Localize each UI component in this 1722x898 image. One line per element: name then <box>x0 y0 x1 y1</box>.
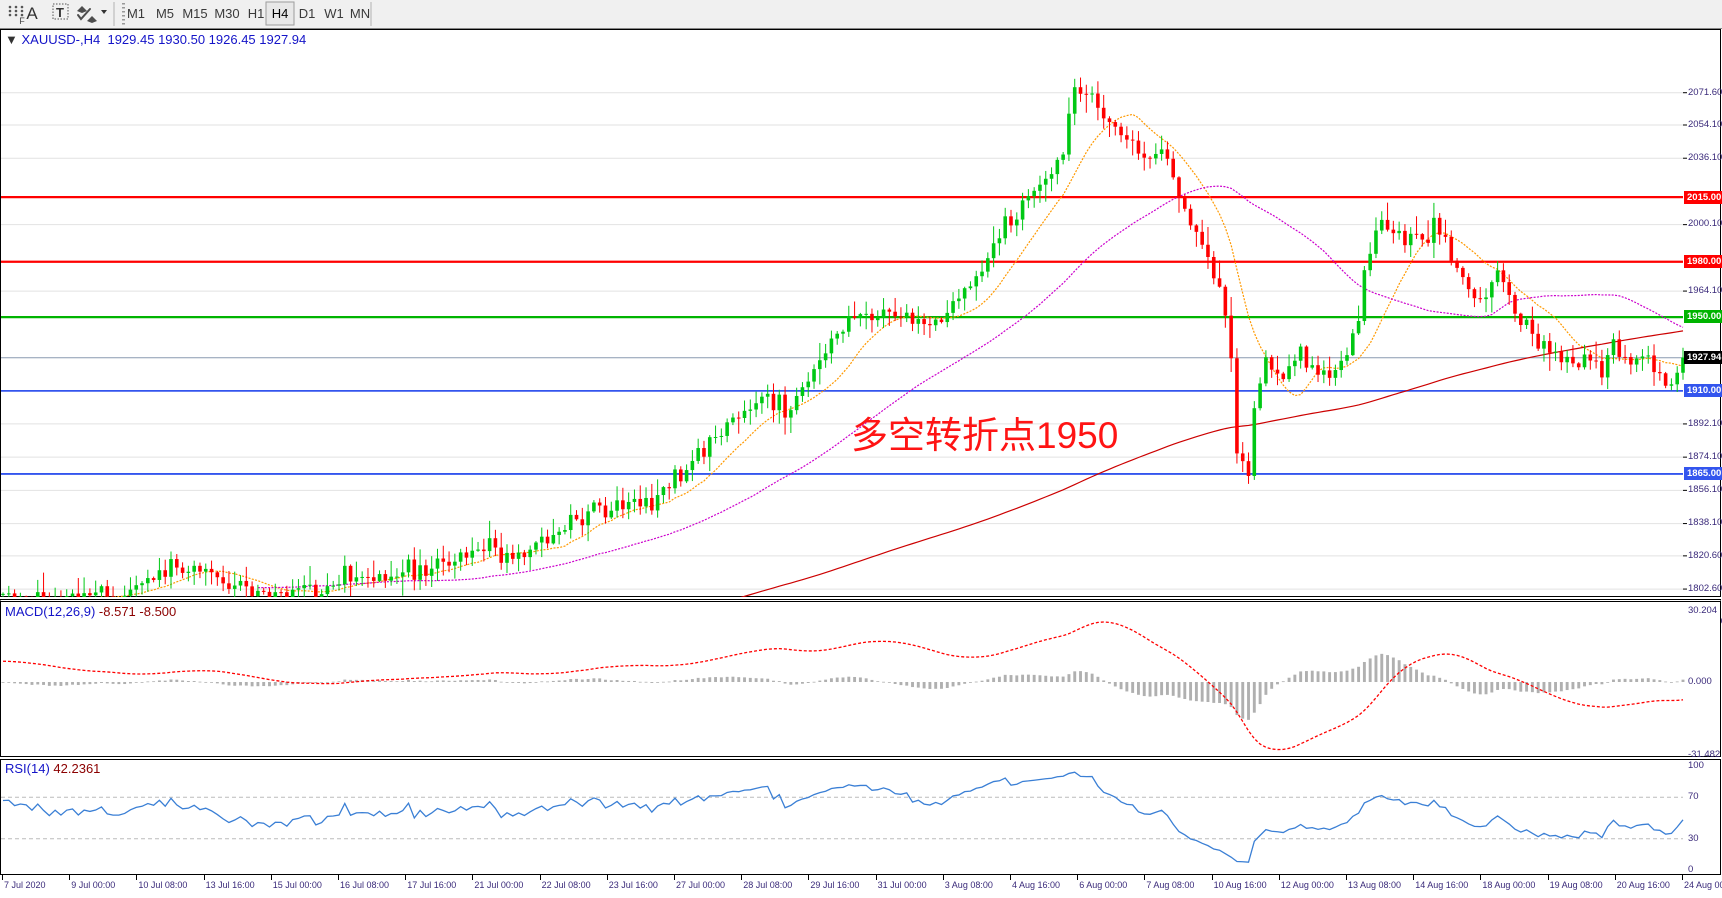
svg-text:MN: MN <box>350 6 370 21</box>
svg-text:M1: M1 <box>127 6 145 21</box>
svg-text:W1: W1 <box>324 6 344 21</box>
svg-text:D1: D1 <box>299 6 316 21</box>
svg-text:F: F <box>19 16 25 26</box>
svg-text:M5: M5 <box>156 6 174 21</box>
svg-text:M30: M30 <box>214 6 239 21</box>
svg-text:T: T <box>56 5 64 20</box>
svg-text:H1: H1 <box>248 6 265 21</box>
svg-text:H4: H4 <box>272 6 289 21</box>
svg-text:M15: M15 <box>182 6 207 21</box>
svg-text:多空转折点1950: 多空转折点1950 <box>851 415 1118 456</box>
svg-text:A: A <box>26 4 38 23</box>
